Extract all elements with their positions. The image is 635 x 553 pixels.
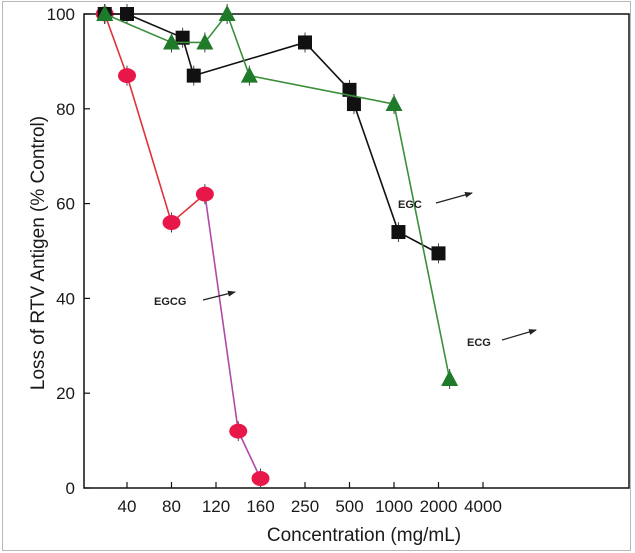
annotation-label-egc: EGC <box>398 199 422 211</box>
x-tick-label: 250 <box>291 497 319 516</box>
annotation-ecg: ECG <box>467 329 537 349</box>
data-point <box>298 35 312 50</box>
y-axis-title: Loss of RTV Antigen (% Control) <box>28 116 49 390</box>
x-tick-label: 500 <box>335 497 363 516</box>
data-point <box>162 215 181 231</box>
series-line-segment <box>237 430 262 479</box>
data-point <box>218 5 236 21</box>
x-tick-label: 2000 <box>420 497 458 516</box>
data-point <box>195 186 214 202</box>
series-ecg <box>96 4 459 389</box>
series-line-segment <box>304 41 351 91</box>
series-egc <box>97 4 446 264</box>
series-line-segment <box>193 41 306 77</box>
series-line-segment <box>226 13 251 76</box>
y-tick-label: 40 <box>56 289 75 308</box>
x-tick-label: 1000 <box>375 497 413 516</box>
series-layer <box>95 4 459 489</box>
y-tick-label: 60 <box>56 195 75 214</box>
x-tick-label: 4000 <box>464 497 502 516</box>
data-point <box>196 33 214 50</box>
x-axis-title: Concentration (mg/mL) <box>267 525 461 546</box>
data-point <box>120 7 134 21</box>
series-line-segment <box>249 74 395 105</box>
series-line-segment <box>104 13 172 44</box>
x-tick-label: 160 <box>246 497 274 516</box>
y-tick-label: 20 <box>56 384 75 403</box>
annotation-egc: EGC <box>398 191 473 211</box>
series-line-segment <box>393 103 451 380</box>
data-point <box>441 369 459 386</box>
y-axis: 0 20 40 60 80 100 <box>47 5 90 498</box>
series-line-segment <box>126 13 183 39</box>
annotation-label-egcg: EGCG <box>154 296 186 308</box>
y-tick-label: 80 <box>56 100 75 119</box>
data-point <box>96 5 114 21</box>
annotation-label-ecg: ECG <box>467 337 491 349</box>
data-point <box>385 95 403 112</box>
y-tick-label: 0 <box>66 479 75 498</box>
series-egcg <box>95 4 270 489</box>
y-tick-label: 100 <box>47 5 75 24</box>
data-point <box>346 97 361 112</box>
x-tick-label: 80 <box>162 497 181 516</box>
data-point <box>431 246 446 261</box>
data-point <box>186 68 201 83</box>
annotation-egcg: EGCG <box>154 290 236 308</box>
series-line-segment <box>204 194 240 432</box>
data-point <box>118 68 136 84</box>
data-point <box>342 82 357 97</box>
data-point <box>391 225 406 240</box>
data-point <box>251 471 270 487</box>
data-point <box>229 423 248 439</box>
annotation-arrow-egc <box>435 191 473 204</box>
plot-area-border <box>83 13 630 489</box>
x-tick-label: 120 <box>202 497 230 516</box>
annotation-arrow-egcg <box>202 290 236 301</box>
series-line-segment <box>103 13 128 76</box>
data-point <box>175 30 190 45</box>
x-axis: 40 80 120 160 250 500 1000 2000 4000 <box>118 482 502 516</box>
x-tick-label: 40 <box>118 497 137 516</box>
series-line-segment <box>126 75 173 223</box>
series-line-segment <box>353 103 400 233</box>
data-point <box>240 66 258 83</box>
data-point <box>163 33 180 50</box>
annotation-arrow-ecg <box>501 329 537 341</box>
